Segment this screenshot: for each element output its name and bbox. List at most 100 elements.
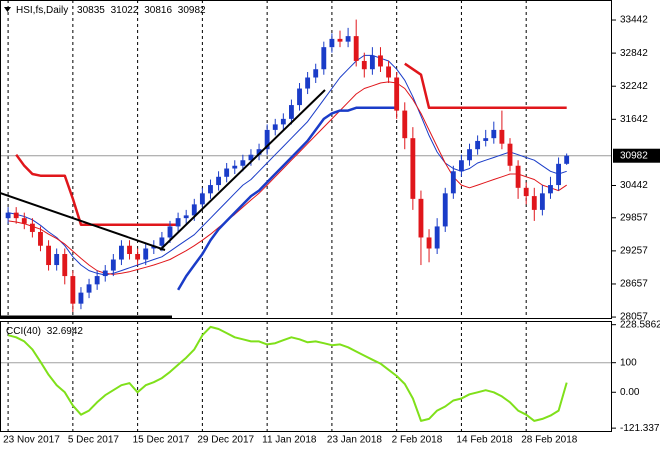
candle-body [240, 160, 246, 166]
x-tick-label: 2 Feb 2018 [392, 435, 443, 446]
x-tick-label: 15 Dec 2017 [133, 435, 190, 446]
candle-body [321, 47, 327, 70]
candle-body [556, 163, 561, 186]
candle-body [183, 215, 189, 219]
price-frame [0, 0, 612, 319]
candle-body [426, 237, 432, 249]
candle-body [208, 185, 213, 194]
candle-body [191, 204, 197, 216]
candle-body [175, 218, 181, 227]
x-tick-label: 5 Dec 2017 [68, 435, 120, 446]
y-tick-label: 30442 [620, 180, 648, 191]
candle-body [135, 254, 141, 260]
candle-body [353, 36, 359, 61]
candle-body [110, 259, 116, 271]
candle-body [548, 185, 553, 194]
cci-tick-label: -121.337 [620, 423, 660, 434]
y-tick-label: 31642 [620, 114, 648, 125]
indicator-line [7, 54, 567, 276]
candle-body [369, 55, 375, 70]
candle-body [507, 143, 513, 166]
candle-body [475, 140, 481, 150]
candle-body [450, 171, 456, 194]
chart-header: HSI,fs,Daily 30835 31022 30816 30982 [16, 5, 206, 16]
candle-body [483, 138, 489, 141]
candle-body [264, 129, 270, 150]
x-tick-label: 23 Nov 2017 [3, 435, 60, 446]
candle-body [289, 105, 294, 119]
candle-body [224, 168, 230, 177]
candle-body [199, 193, 205, 205]
candle-body [78, 292, 84, 304]
x-tick-label: 29 Dec 2017 [197, 435, 254, 446]
symbol-menu-icon[interactable] [4, 7, 11, 12]
current-price-label: 30982 [620, 150, 648, 161]
candle-body [539, 193, 545, 210]
ohlc-open: 30835 [77, 5, 105, 16]
x-tick-label: 23 Jan 2018 [327, 435, 382, 446]
candle-body [54, 254, 60, 266]
candle-body [143, 248, 149, 260]
candle-body [378, 55, 383, 67]
x-tick-label: 11 Jan 2018 [262, 435, 317, 446]
candle-body [410, 138, 416, 199]
candle-body [499, 129, 505, 144]
y-tick-label: 32242 [620, 81, 648, 92]
y-tick-label: 28657 [620, 279, 648, 290]
candle-body [5, 212, 11, 219]
candle-body [70, 276, 76, 304]
candle-body [248, 154, 254, 161]
candle-body [305, 77, 311, 89]
ohlc-low: 30816 [144, 5, 172, 16]
candle-body [434, 226, 440, 249]
x-tick-label: 14 Feb 2018 [456, 435, 513, 446]
candle-body [459, 160, 464, 172]
cci-tick-label: 228.5862 [620, 319, 660, 330]
current-price-box [613, 148, 660, 163]
candle-body [127, 245, 132, 255]
candle-body [531, 196, 537, 210]
candle-body [329, 38, 335, 48]
indicator-line [8, 81, 567, 275]
candle-body [167, 226, 173, 238]
candle-body [386, 66, 391, 78]
ohlc-high: 31022 [111, 5, 139, 16]
candle-body [467, 149, 472, 161]
candle-body [515, 165, 521, 188]
y-tick-label: 29257 [620, 246, 648, 257]
candle-body [491, 129, 497, 139]
y-tick-label: 29857 [620, 212, 648, 223]
symbol: HSI,fs,Daily [16, 5, 68, 16]
y-tick-label: 28057 [620, 312, 648, 323]
cci-header: CCI(40) 32.6942 [6, 326, 83, 337]
cci-panel [0, 321, 612, 431]
candle-body [86, 284, 92, 293]
candle-body [442, 193, 448, 227]
cci-value: 32.6942 [47, 326, 84, 337]
candle-body [523, 187, 529, 197]
candle-body [361, 60, 367, 70]
candle-body [280, 118, 286, 125]
candle-body [29, 223, 35, 232]
candle-body [62, 254, 68, 277]
candle-body [418, 198, 424, 238]
ohlc-close: 30982 [178, 5, 206, 16]
candle-body [337, 38, 343, 42]
candle-body [394, 77, 400, 111]
candle-body [564, 155, 570, 164]
indicator-line [7, 325, 568, 422]
candle-body [102, 270, 108, 277]
candle-body [345, 36, 351, 42]
price-panel [0, 0, 612, 318]
candle-body [272, 124, 278, 130]
y-tick-label: 32842 [620, 48, 648, 59]
cci-name: CCI(40) [6, 326, 41, 337]
cci-frame [0, 321, 612, 432]
trend-line [159, 89, 326, 251]
y-tick-label: 33442 [620, 15, 648, 26]
candle-body [402, 110, 408, 139]
indicator-line [177, 106, 397, 291]
candle-body [159, 237, 165, 246]
indicator-line [404, 62, 567, 110]
